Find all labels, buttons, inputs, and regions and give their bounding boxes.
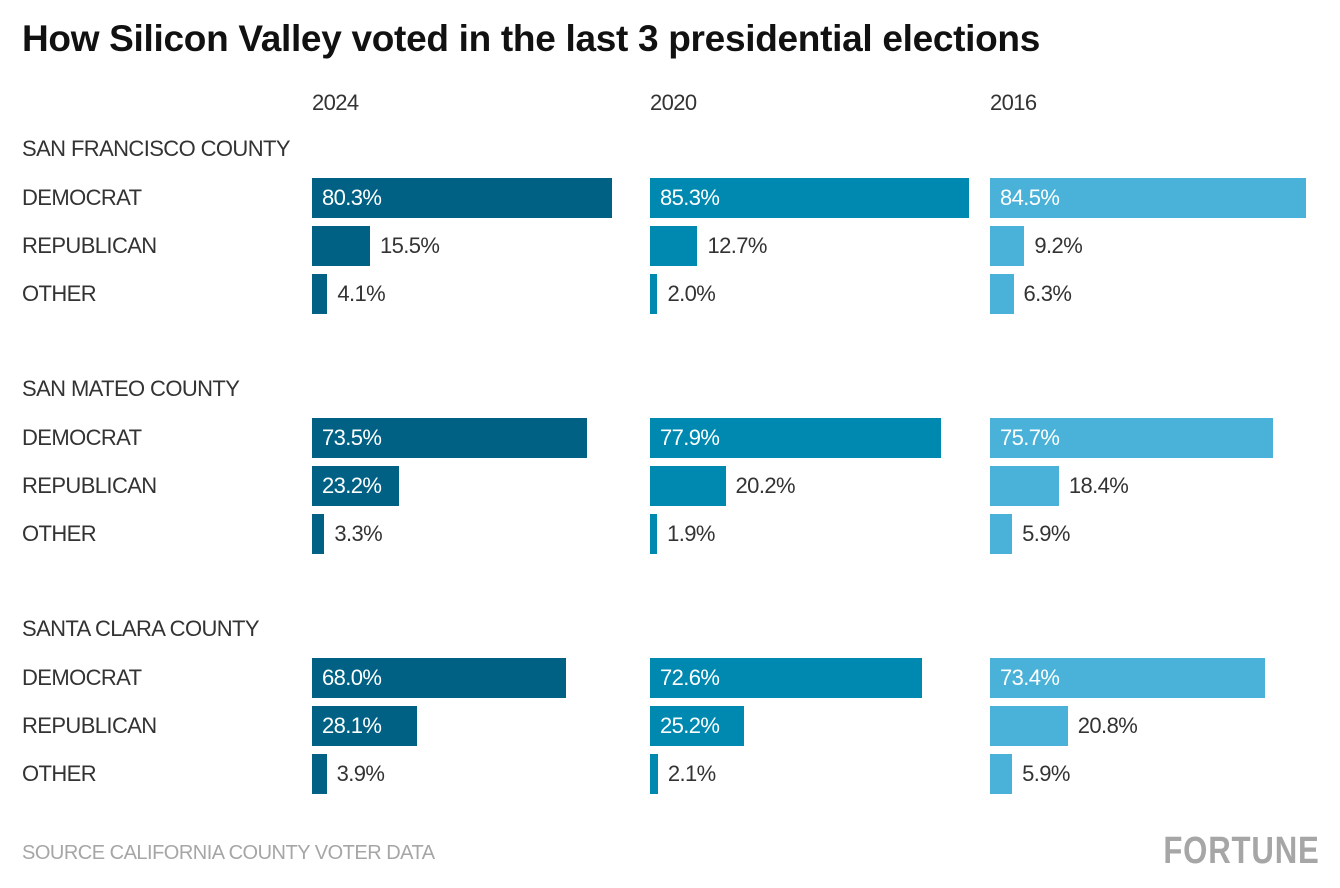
county-label: SANTA CLARA COUNTY bbox=[22, 616, 260, 641]
bar-2020-democrat bbox=[650, 658, 922, 698]
party-label-other: OTHER bbox=[22, 761, 97, 786]
party-label-other: OTHER bbox=[22, 521, 97, 546]
party-label-republican: REPUBLICAN bbox=[22, 473, 157, 498]
data-label: 6.3% bbox=[1023, 281, 1072, 306]
data-label: 84.5% bbox=[1000, 185, 1060, 210]
data-label: 18.4% bbox=[1068, 473, 1129, 498]
party-label-democrat: DEMOCRAT bbox=[22, 185, 142, 210]
bar-2016-republican bbox=[990, 466, 1059, 506]
data-label: 68.0% bbox=[322, 665, 382, 690]
data-label: 85.3% bbox=[660, 185, 720, 210]
county-label: SAN FRANCISCO COUNTY bbox=[22, 136, 291, 161]
data-label: 73.5% bbox=[322, 425, 382, 450]
data-label: 23.2% bbox=[322, 473, 382, 498]
party-label-other: OTHER bbox=[22, 281, 97, 306]
data-label: 9.2% bbox=[1034, 233, 1083, 258]
bar-2020-other bbox=[650, 274, 658, 314]
data-label: 4.1% bbox=[337, 281, 386, 306]
bar-2016-other bbox=[990, 274, 1014, 314]
data-label: 2.0% bbox=[667, 281, 716, 306]
year-label-2024: 2024 bbox=[312, 90, 359, 115]
chart-title: How Silicon Valley voted in the last 3 p… bbox=[22, 18, 1041, 59]
party-label-republican: REPUBLICAN bbox=[22, 233, 157, 258]
bar-2024-other bbox=[312, 514, 325, 554]
bar-2016-republican bbox=[990, 226, 1025, 266]
bar-2020-republican bbox=[650, 226, 698, 266]
bar-2024-other bbox=[312, 754, 327, 794]
data-label: 75.7% bbox=[1000, 425, 1060, 450]
bar-2020-democrat bbox=[650, 178, 970, 218]
bar-2024-democrat bbox=[312, 658, 567, 698]
bar-2020-other bbox=[650, 754, 658, 794]
data-label: 20.8% bbox=[1077, 713, 1138, 738]
data-label: 15.5% bbox=[379, 233, 440, 258]
party-label-democrat: DEMOCRAT bbox=[22, 425, 142, 450]
data-label: 3.9% bbox=[336, 761, 385, 786]
year-label-2016: 2016 bbox=[990, 90, 1037, 115]
bar-2024-democrat bbox=[312, 418, 587, 458]
bar-2024-other bbox=[312, 274, 328, 314]
year-label-2020: 2020 bbox=[650, 90, 697, 115]
fortune-logo: FORTUNE bbox=[1163, 830, 1320, 872]
bar-2020-democrat bbox=[650, 418, 942, 458]
data-label: 72.6% bbox=[660, 665, 720, 690]
data-label: 3.3% bbox=[334, 521, 383, 546]
bar-2024-republican bbox=[312, 466, 399, 506]
bar-2016-democrat bbox=[990, 418, 1274, 458]
bar-2016-other bbox=[990, 514, 1013, 554]
bar-2020-republican bbox=[650, 706, 745, 746]
bar-2024-democrat bbox=[312, 178, 613, 218]
data-label: 1.9% bbox=[667, 521, 715, 546]
party-label-democrat: DEMOCRAT bbox=[22, 665, 142, 690]
data-label: 20.2% bbox=[735, 473, 796, 498]
data-label: 80.3% bbox=[322, 185, 382, 210]
bar-2024-republican bbox=[312, 226, 370, 266]
bar-2016-democrat bbox=[990, 658, 1265, 698]
data-label: 2.1% bbox=[667, 761, 716, 786]
bar-2016-other bbox=[990, 754, 1013, 794]
bar-2016-democrat bbox=[990, 178, 1307, 218]
source-note: SOURCE CALIFORNIA COUNTY VOTER DATA bbox=[22, 842, 435, 864]
data-label: 25.2% bbox=[660, 713, 720, 738]
data-label: 5.9% bbox=[1022, 521, 1070, 546]
party-label-republican: REPUBLICAN bbox=[22, 713, 157, 738]
data-label: 73.4% bbox=[1000, 665, 1060, 690]
data-label: 12.7% bbox=[707, 233, 767, 258]
county-label: SAN MATEO COUNTY bbox=[22, 376, 240, 401]
bar-2020-republican bbox=[650, 466, 726, 506]
data-label: 28.1% bbox=[322, 713, 382, 738]
bar-2024-republican bbox=[312, 706, 418, 746]
data-label: 5.9% bbox=[1022, 761, 1070, 786]
bar-2016-republican bbox=[990, 706, 1068, 746]
data-label: 77.9% bbox=[660, 425, 720, 450]
bar-2020-other bbox=[650, 514, 658, 554]
